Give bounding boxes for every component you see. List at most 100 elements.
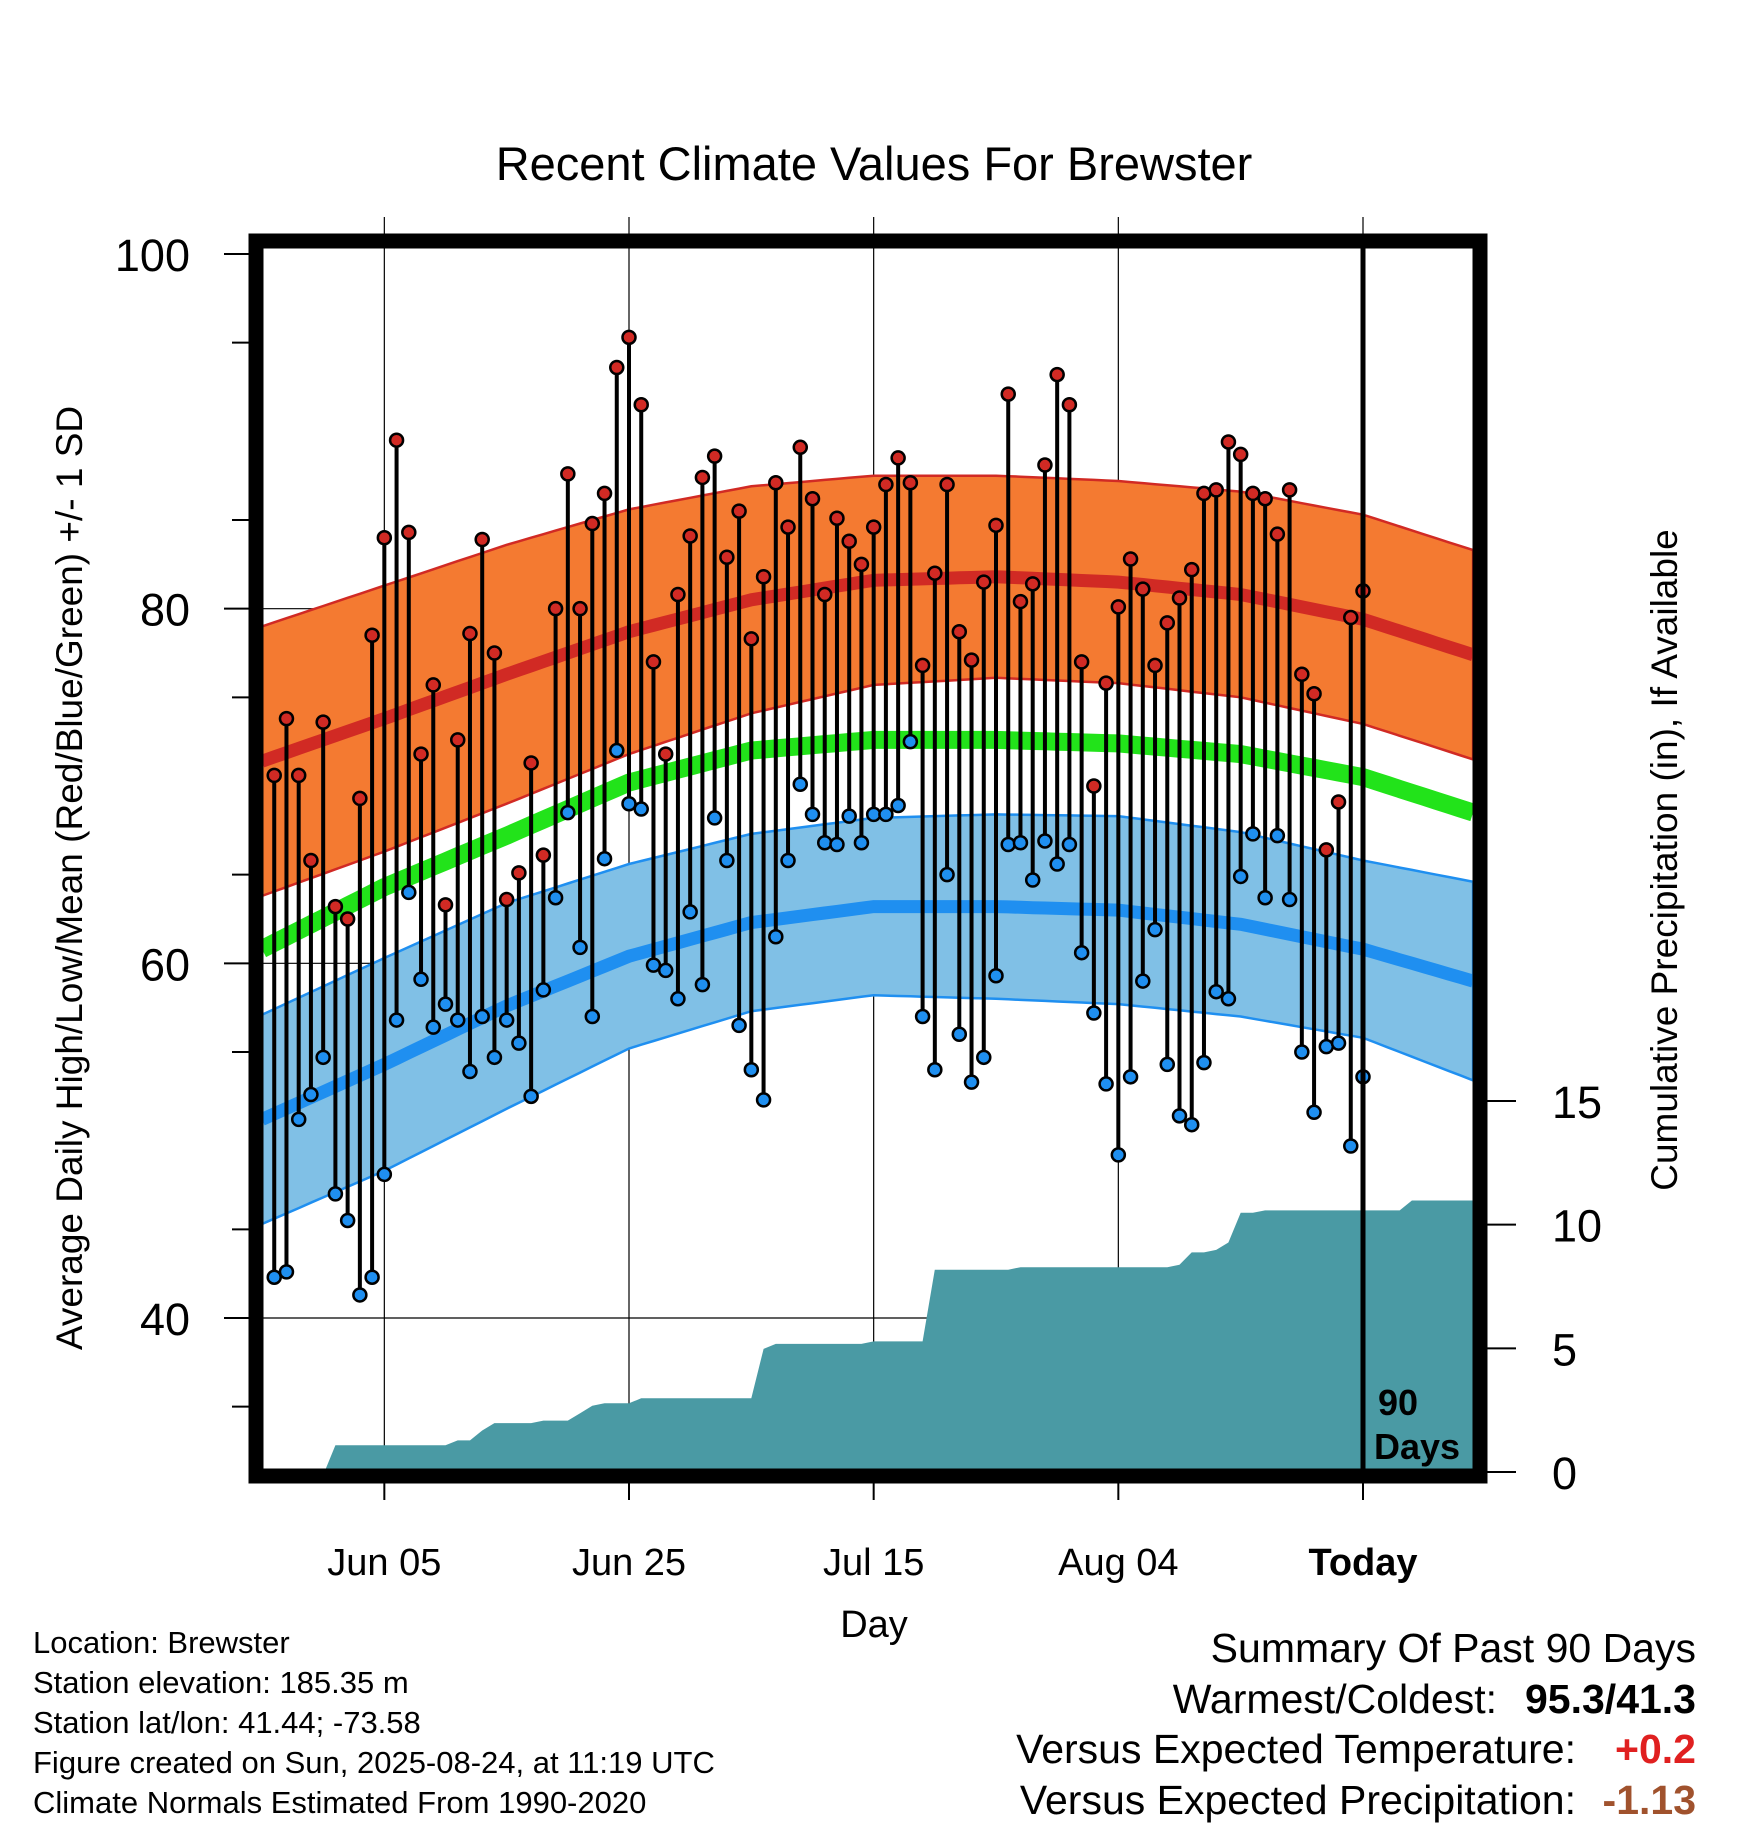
daily-high-point	[1183, 561, 1200, 578]
summary-temp-label: Versus Expected Temperature:	[1016, 1726, 1576, 1772]
daily-low-point	[1061, 836, 1078, 853]
daily-low-point	[1135, 973, 1151, 989]
daily-low-point	[1281, 891, 1298, 908]
daily-low-point	[425, 1019, 442, 1035]
plot-border	[248, 233, 1488, 1484]
daily-high-point	[474, 531, 490, 548]
daily-low-point	[315, 1049, 331, 1066]
daily-high-point	[584, 515, 601, 532]
daily-low-point	[266, 1269, 282, 1285]
daily-low-point	[951, 1026, 968, 1043]
daily-high-point	[327, 898, 344, 915]
daily-low-point	[1208, 983, 1224, 1000]
summary-panel: Summary Of Past 90 Days Warmest/Coldest:…	[1016, 1623, 1696, 1825]
daily-low-point	[878, 806, 894, 823]
daily-high-point	[1012, 593, 1029, 610]
summary-warmest-row: Warmest/Coldest: 95.3/41.3	[1016, 1674, 1696, 1725]
daily-low-point	[719, 852, 735, 869]
daily-high-point	[988, 517, 1004, 534]
daily-high-point	[719, 549, 735, 565]
daily-high-point	[768, 475, 784, 491]
daily-high-point	[1208, 482, 1224, 498]
daily-low-point	[633, 801, 649, 817]
chart-title: Recent Climate Values For Brewster	[496, 137, 1253, 190]
x-tick-label: Jul 15	[823, 1542, 924, 1584]
daily-high-point	[1000, 386, 1016, 402]
precip-area	[325, 1200, 1474, 1470]
daily-low-point	[694, 976, 711, 993]
daily-low-point	[535, 982, 552, 998]
y-axis-label: Average Daily High/Low/Mean (Red/Blue/Gr…	[49, 406, 90, 1350]
daily-high-point	[560, 466, 576, 482]
daily-low-point	[327, 1186, 344, 1202]
daily-low-point	[988, 967, 1004, 984]
axis-ticks: 40 60 80 100 0 5 10 15 Jun 05 Jun 25 Jul 15 Aug 04 T…	[115, 230, 1602, 1584]
daily-low-point	[1220, 991, 1237, 1007]
daily-high-point	[878, 476, 894, 493]
daily-low-point	[976, 1049, 992, 1066]
daily-high-point	[951, 623, 968, 640]
daily-low-point	[560, 804, 576, 821]
plot-frame	[248, 233, 1488, 1484]
daily-high-point	[657, 746, 674, 762]
daily-low-point	[572, 939, 588, 956]
daily-high-point	[621, 329, 637, 346]
y2-tick-label: 15	[1552, 1077, 1602, 1128]
daily-low-point	[511, 1035, 527, 1051]
daily-high-point	[449, 732, 466, 748]
daily-low-point	[523, 1088, 539, 1105]
summary-warmest-label: Warmest/Coldest:	[1172, 1675, 1497, 1722]
daily-high-point	[645, 654, 662, 670]
daily-low-point	[1306, 1104, 1322, 1121]
daily-high-point	[535, 847, 552, 863]
daily-high-point	[1269, 526, 1286, 542]
daily-low-point	[437, 996, 454, 1012]
daily-high-point	[1073, 654, 1090, 670]
y2-tick-label: 0	[1552, 1448, 1577, 1499]
daily-low-point	[364, 1269, 380, 1285]
daily-low-point	[290, 1111, 307, 1128]
daily-low-point	[768, 928, 784, 945]
daily-high-point	[1024, 576, 1041, 592]
daily-low-point	[609, 742, 625, 759]
daily-high-point	[682, 528, 698, 544]
daily-high-point	[1318, 842, 1335, 858]
daily-high-point	[829, 510, 845, 526]
daily-high-point	[437, 897, 454, 913]
daily-high-point	[1330, 794, 1347, 810]
daily-high-point	[1159, 615, 1176, 631]
daily-low-point	[547, 889, 564, 906]
daily-low-point	[339, 1212, 356, 1229]
x-tick-label: Jun 05	[327, 1542, 441, 1584]
daily-low-point	[816, 834, 833, 851]
daily-low-point	[1330, 1035, 1347, 1051]
summary-temp-row: Versus Expected Temperature: +0.2	[1016, 1724, 1696, 1775]
daily-high-point	[792, 439, 809, 456]
daily-high-point	[278, 710, 295, 727]
daily-low-point	[841, 808, 857, 824]
daily-low-point	[1245, 826, 1261, 842]
daily-high-point	[1098, 675, 1114, 691]
y-tick-label: 100	[115, 230, 190, 281]
summary-precip-value: -1.13	[1602, 1776, 1696, 1823]
daily-high-point	[376, 529, 393, 546]
daily-high-point	[914, 657, 931, 674]
daily-low-point	[902, 733, 919, 750]
daily-high-point	[780, 519, 796, 535]
y2-tick-label: 5	[1552, 1324, 1577, 1375]
daily-low-point	[792, 776, 809, 792]
daily-high-point	[755, 568, 772, 585]
daily-high-point	[486, 645, 503, 661]
daily-low-point	[621, 795, 637, 812]
daily-high-point	[1086, 778, 1102, 794]
daily-low-point	[1037, 833, 1053, 849]
daily-high-point	[743, 631, 760, 647]
daily-high-point	[1281, 482, 1298, 498]
info-elevation: Station elevation: 185.35 m	[33, 1665, 409, 1700]
daily-high-point	[511, 865, 527, 881]
daily-high-point	[1343, 609, 1359, 626]
daily-low-point	[780, 852, 796, 869]
daily-low-point	[1024, 872, 1041, 888]
daily-low-point	[890, 797, 906, 814]
